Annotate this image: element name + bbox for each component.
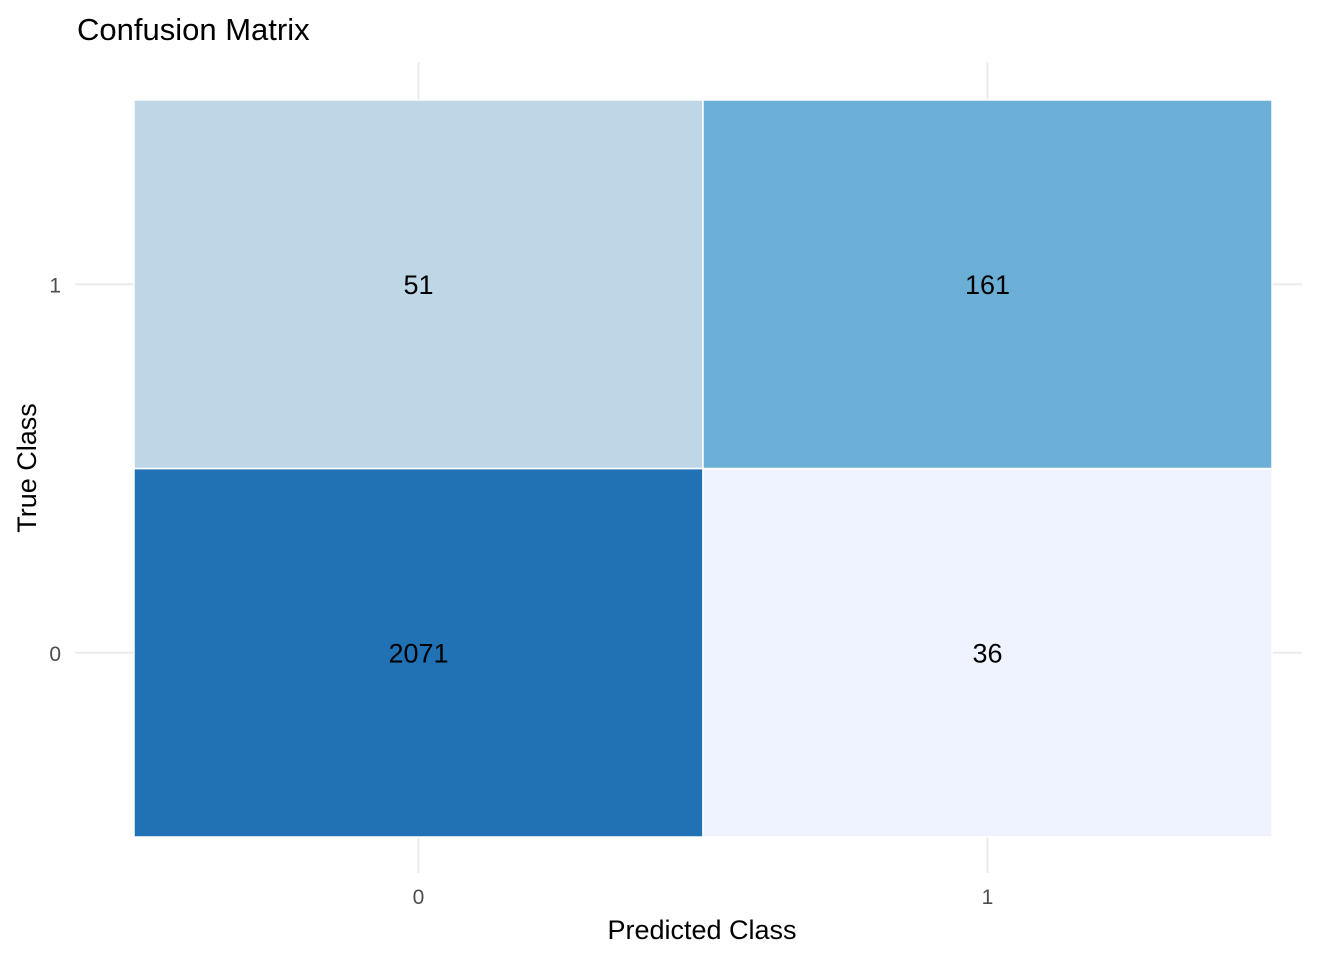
y-axis-title: True Class	[12, 403, 42, 533]
x-tick-label-1: 1	[982, 886, 994, 909]
cell-value-true-0-pred-1: 36	[972, 638, 1002, 668]
cell-value-true-0-pred-0: 2071	[388, 638, 448, 668]
heatmap-cell-true-1-pred-1	[702, 99, 1273, 470]
y-tick-label-0: 0	[49, 643, 61, 666]
axis-tick-labels: 0 1 0 1	[49, 274, 993, 909]
heatmap-cell-true-0-pred-0	[133, 467, 704, 838]
cell-value-labels: 2071 36 51 161	[388, 270, 1010, 669]
x-axis-title: Predicted Class	[607, 915, 796, 945]
x-tick-label-0: 0	[413, 886, 425, 909]
heatmap-cells	[133, 99, 1273, 838]
heatmap-cell-true-0-pred-1	[702, 467, 1273, 838]
chart-title: Confusion Matrix	[77, 12, 310, 47]
y-tick-label-1: 1	[49, 274, 61, 297]
cell-value-true-1-pred-0: 51	[403, 270, 433, 300]
heatmap-cell-true-1-pred-0	[133, 99, 704, 470]
cell-value-true-1-pred-1: 161	[965, 270, 1010, 300]
